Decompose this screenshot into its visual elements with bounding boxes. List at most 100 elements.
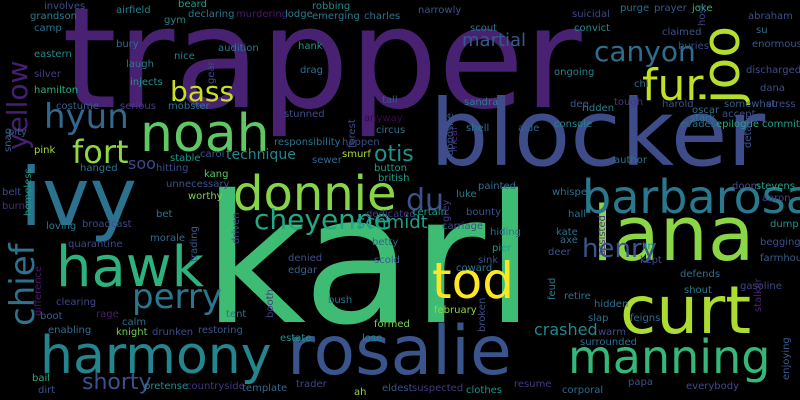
word-happen: happen	[342, 137, 380, 148]
word-curt: curt	[620, 272, 752, 349]
word-denied: denied	[288, 253, 323, 264]
word-trader: trader	[296, 379, 327, 390]
word-narrowly: narrowly	[418, 5, 462, 16]
word-detail: detail	[743, 119, 754, 148]
word-knight: knight	[116, 327, 148, 338]
word-barbarosa: barbarosa	[582, 170, 800, 224]
word-pink: pink	[34, 145, 56, 156]
word-homeless: homeless	[23, 168, 34, 216]
word-suicidal: suicidal	[572, 9, 610, 20]
word-farmhouse: farmhouse	[760, 253, 800, 264]
word-assisted: assisted	[597, 215, 608, 256]
word-boot: boot	[40, 311, 63, 322]
word-silver: silver	[34, 69, 61, 80]
word-stunned: stunned	[284, 109, 325, 120]
word-surrounded: surrounded	[580, 337, 638, 348]
word-serious: serious	[120, 101, 156, 112]
word-aaron: aaron	[762, 193, 791, 204]
word-anyway: anyway	[364, 113, 403, 124]
word-february: february	[434, 305, 477, 316]
word-smurf: smurf	[342, 149, 371, 160]
word-bail: bail	[32, 373, 51, 384]
word-abraham: abraham	[748, 11, 793, 22]
word-beard: beard	[178, 0, 207, 10]
word-hamilton: hamilton	[34, 85, 79, 96]
word-drag: drag	[300, 65, 323, 76]
word-calm: calm	[122, 317, 147, 328]
word-button: button	[374, 163, 407, 174]
word-formed: formed	[374, 319, 410, 330]
word-chi: chi	[634, 79, 649, 90]
word-sink: sink	[478, 255, 499, 266]
word-booth: booth	[265, 289, 276, 318]
word-mobster: mobster	[168, 101, 210, 112]
word-scold: scold	[374, 255, 400, 266]
word-carriage: carriage	[442, 221, 484, 232]
word-schmidt: schmidt	[356, 212, 428, 233]
word-aide: aide	[518, 123, 540, 134]
word-sandra: sandra	[464, 97, 499, 108]
word-stevens: stevens	[756, 181, 795, 192]
word-morale: morale	[150, 233, 186, 244]
word-robbing: robbing	[312, 1, 351, 12]
word-technique: technique	[226, 147, 296, 163]
word-cheyenne: cheyenne	[254, 203, 391, 236]
word-camp: camp	[34, 23, 62, 34]
word-buries: buries	[678, 41, 709, 52]
word-responsibility: responsibility	[274, 137, 341, 148]
word-doom: doom	[732, 181, 761, 192]
word-countryside: countryside	[186, 381, 245, 392]
word-ah: ah	[354, 387, 367, 398]
word-tough: tough	[614, 97, 644, 108]
word-dirt: dirt	[38, 385, 56, 396]
word-bush: bush	[328, 295, 353, 306]
word-hank: hank	[298, 41, 323, 52]
word-edgar: edgar	[288, 265, 318, 276]
word-fort: fort	[72, 133, 129, 171]
word-coward: coward	[456, 263, 493, 274]
word-forest: forest	[347, 119, 358, 148]
word-purge: purge	[620, 3, 650, 14]
word-retire: retire	[564, 291, 591, 302]
word-whisper: whisper	[552, 187, 592, 198]
word-difference: difference	[33, 265, 44, 316]
word-belt: belt	[2, 187, 22, 198]
word-pretense: pretense	[144, 381, 189, 392]
word-murdering: murdering	[236, 9, 289, 20]
word-ridden: ridden	[582, 103, 615, 114]
word-clothes: clothes	[466, 385, 503, 396]
word-henry: henry	[582, 234, 658, 264]
word-lose: lose	[362, 333, 383, 344]
word-joo: joo	[692, 25, 752, 104]
word-karl: karl	[203, 157, 535, 364]
word-kate: kate	[556, 227, 578, 238]
word-evades: evades	[680, 119, 716, 130]
word-betty: betty	[372, 237, 399, 248]
word-trapper: trapper	[62, 0, 582, 141]
word-sewer: sewer	[312, 155, 342, 166]
word-restoring: restoring	[198, 325, 243, 336]
word-stress: stress	[766, 99, 796, 110]
word-declaring: declaring	[188, 9, 235, 20]
word-scout: scout	[470, 23, 498, 34]
word-hitting: hitting	[156, 163, 189, 174]
word-stark: stark	[690, 113, 716, 124]
word-bounty: bounty	[466, 207, 501, 218]
word-ivy: ivy	[20, 151, 137, 244]
word-hall: hall	[568, 209, 587, 220]
word-accept: accept	[722, 109, 756, 120]
word-painted: painted	[478, 181, 517, 192]
word-kept: kept	[640, 255, 662, 266]
word-crashed: crashed	[534, 320, 598, 339]
word-broken: broken	[477, 297, 488, 332]
word-eastern: eastern	[34, 49, 72, 60]
word-canyon: canyon	[594, 35, 696, 68]
word-charles: charles	[364, 11, 401, 22]
word-axe: axe	[560, 235, 578, 246]
word-stable: stable	[170, 153, 201, 164]
word-epilogue: epilogue	[716, 119, 760, 130]
word-dump: dump	[770, 219, 799, 230]
word-gasoline: gasoline	[740, 281, 782, 292]
word-rosalie: rosalie	[287, 312, 512, 391]
word-jin: jin	[642, 241, 654, 252]
